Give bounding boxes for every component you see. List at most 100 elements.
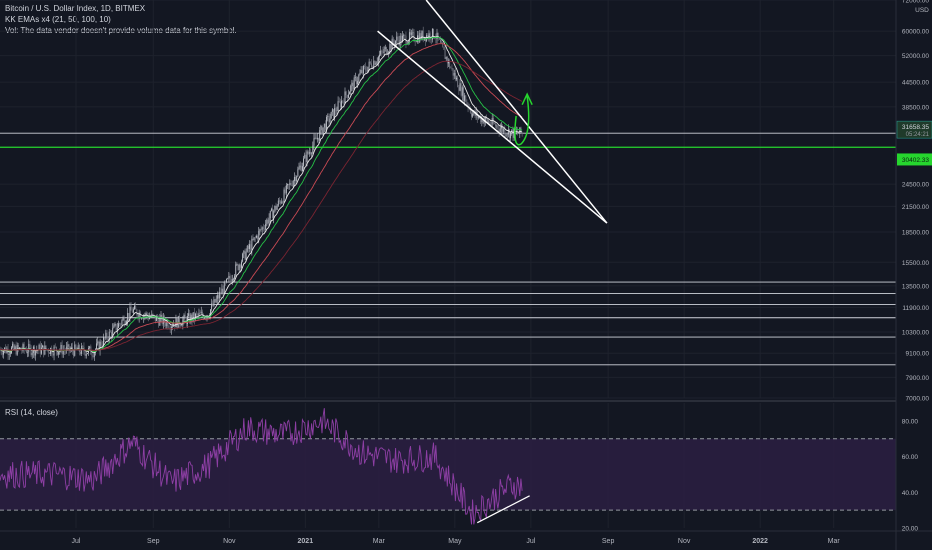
- price-tick-label: 11900.00: [902, 305, 929, 312]
- candle-body: [325, 123, 326, 130]
- candle-body: [256, 236, 257, 238]
- candle-body: [272, 208, 273, 219]
- candle-body: [268, 218, 270, 224]
- candle-body: [373, 60, 375, 69]
- candle-body: [260, 229, 262, 230]
- candle-body: [197, 314, 199, 316]
- candle-body: [66, 346, 68, 351]
- candle-body: [442, 42, 444, 47]
- candle-body: [346, 95, 348, 98]
- candle-body: [235, 264, 237, 276]
- candle-body: [518, 133, 520, 134]
- candle-body: [348, 94, 349, 98]
- ema-indicator-label[interactable]: KK EMAs x4 (21, 50, 100, 10): [5, 15, 111, 24]
- symbol-title[interactable]: Bitcoin / U.S. Dollar Index, 1D, BITMEX: [5, 4, 146, 13]
- candle-body: [212, 303, 214, 306]
- candle-body: [397, 36, 399, 40]
- candle-body: [19, 347, 20, 349]
- candle-body: [26, 350, 27, 353]
- candle-body: [283, 189, 285, 203]
- candle-body: [365, 66, 367, 71]
- candle-body: [200, 311, 202, 314]
- candle-body: [52, 354, 54, 356]
- price-tick-label: 21500.00: [902, 204, 929, 211]
- trendlines[interactable]: [377, 0, 608, 224]
- candle-body: [513, 128, 515, 138]
- price-tick-label: 38500.00: [902, 104, 929, 111]
- candle-body: [54, 346, 56, 348]
- candle-body: [82, 345, 84, 347]
- candle-body: [503, 128, 505, 132]
- candle-body: [75, 344, 77, 349]
- candle-body: [395, 40, 397, 46]
- candle-body: [392, 38, 394, 43]
- candle-body: [372, 67, 374, 69]
- candle-body: [254, 237, 256, 238]
- time-tick-label: May: [448, 538, 462, 545]
- candle-body: [252, 238, 254, 240]
- last-price-text: 31658.35: [902, 124, 929, 131]
- candle-body: [482, 118, 484, 124]
- candle-body: [509, 129, 510, 139]
- candle-body: [228, 276, 230, 279]
- candle-body: [356, 77, 357, 85]
- candle-body: [440, 39, 441, 43]
- candle-body: [438, 38, 440, 40]
- candle-body: [307, 151, 309, 154]
- time-tick-label: Jul: [72, 538, 81, 545]
- rsi-indicator-label[interactable]: RSI (14, close): [5, 408, 58, 417]
- currency-label: USD: [915, 7, 929, 14]
- candle-body: [111, 332, 112, 337]
- candle-body: [402, 35, 403, 43]
- candle-body: [120, 324, 122, 325]
- candle-body: [380, 50, 382, 55]
- candle-body: [243, 250, 245, 254]
- candle-body: [3, 350, 4, 355]
- candle-body: [77, 345, 79, 351]
- candle-body: [21, 350, 23, 351]
- candle-body: [50, 348, 52, 354]
- candle-body: [12, 343, 14, 348]
- horizontal-levels[interactable]: [0, 132, 896, 366]
- candle-body: [242, 253, 244, 262]
- candle-body: [364, 66, 365, 67]
- candle-body: [247, 245, 249, 249]
- price-tick-label: 7000.00: [906, 396, 930, 403]
- candle-body: [411, 32, 413, 35]
- candle-body: [23, 344, 25, 350]
- candle-body: [99, 341, 101, 351]
- candle-body: [389, 44, 391, 52]
- candle-body: [241, 261, 242, 268]
- candle-body: [189, 313, 191, 323]
- chart-legend: Bitcoin / U.S. Dollar Index, 1D, BITMEX …: [5, 3, 237, 36]
- candle-body: [89, 346, 91, 349]
- candle-body: [430, 39, 432, 41]
- candle-body: [481, 118, 483, 123]
- support-price-text: 30402.33: [902, 157, 929, 164]
- rsi-tick-label: 20.00: [902, 526, 919, 533]
- candle-body: [366, 70, 368, 73]
- candle-body: [335, 107, 337, 112]
- candle-body: [130, 306, 132, 311]
- wedge-trendline: [377, 30, 608, 224]
- candle-body: [494, 123, 495, 124]
- candle-body: [308, 152, 310, 154]
- candle-body: [413, 32, 415, 41]
- candle-body: [264, 228, 265, 230]
- candle-body: [351, 82, 353, 86]
- candle-body: [251, 238, 253, 251]
- candle-body: [4, 347, 6, 351]
- candle-body: [331, 109, 333, 112]
- candle-body: [398, 39, 400, 46]
- candle-body: [304, 154, 306, 159]
- countdown-text: 05:24:21: [906, 132, 930, 138]
- projection-arrowhead: [521, 92, 533, 106]
- candle-body: [213, 299, 215, 306]
- candle-body: [299, 165, 301, 168]
- candle-body: [400, 35, 402, 43]
- candle-body: [259, 229, 261, 231]
- candle-body: [456, 77, 457, 80]
- candle-body: [296, 176, 298, 182]
- candle-body: [261, 227, 263, 230]
